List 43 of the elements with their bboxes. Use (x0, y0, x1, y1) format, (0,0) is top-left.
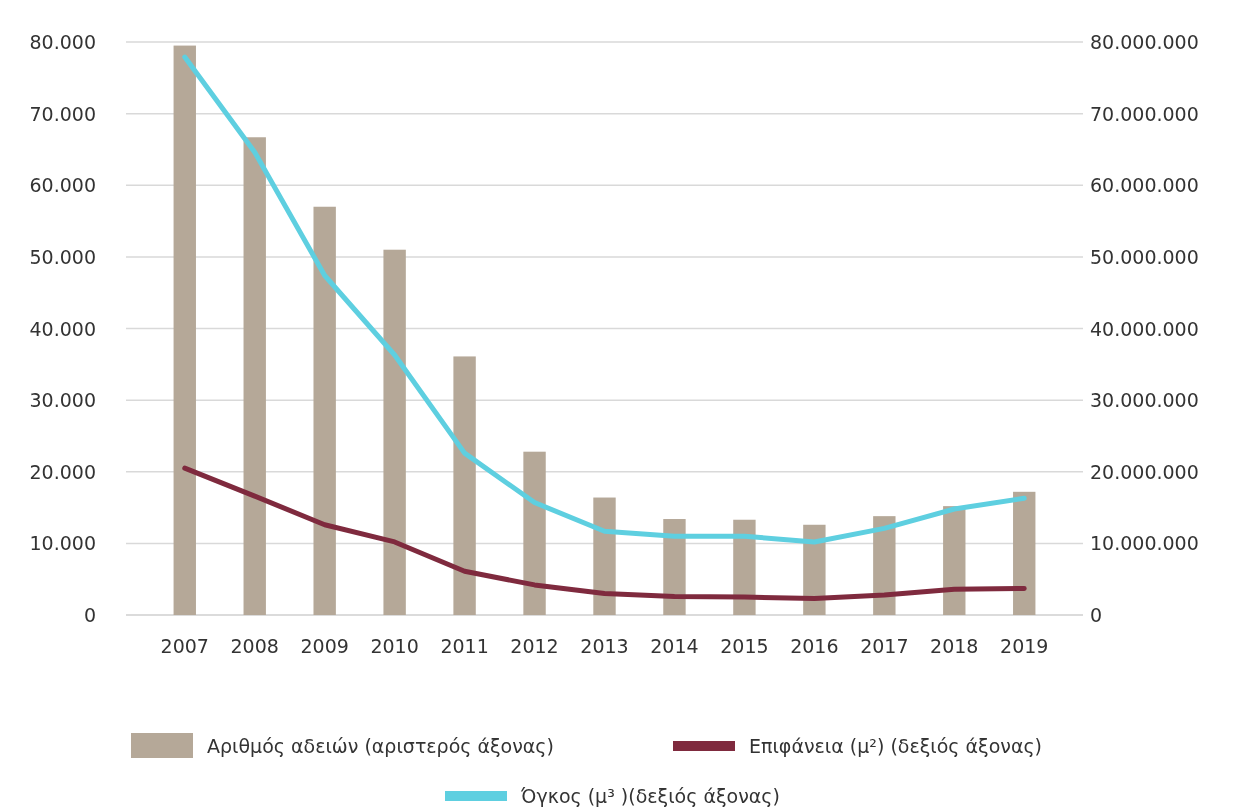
bar (173, 45, 196, 615)
y2-tick-label: 40.000.000 (1090, 317, 1199, 340)
x-tick-label: 2018 (930, 635, 979, 657)
bar (663, 519, 686, 615)
y-tick-label: 80.000 (29, 31, 96, 53)
bar (1013, 491, 1036, 615)
bar (453, 356, 476, 615)
bar (383, 249, 406, 615)
bar (243, 137, 266, 615)
x-tick-label: 2010 (370, 635, 419, 657)
y2-tick-label: 60.000.000 (1090, 174, 1199, 197)
y2-tick-label: 70.000.000 (1090, 102, 1199, 125)
bar (593, 497, 616, 615)
x-tick-label: 2017 (860, 635, 909, 657)
y-tick-label: 0 (83, 604, 96, 626)
x-tick-label: 2012 (510, 635, 559, 657)
x-tick-label: 2013 (580, 635, 629, 657)
bar (313, 206, 336, 615)
y2-tick-label: 80.000.000 (1090, 31, 1199, 53)
y-tick-label: 60.000 (29, 174, 96, 197)
x-tick-label: 2015 (720, 635, 769, 657)
x-tick-label: 2014 (650, 635, 699, 657)
legend-label: Αριθμός αδειών (αριστερός άξονας) (207, 735, 554, 757)
x-tick-label: 2008 (230, 635, 279, 657)
legend-label: Όγκος (μ³ )(δεξιός άξονας) (520, 785, 780, 807)
legend-label: Επιφάνεια (μ²) (δεξιός άξονας) (749, 735, 1042, 757)
y2-tick-label: 0 (1090, 604, 1103, 626)
x-tick-label: 2016 (790, 635, 839, 657)
y2-tick-label: 20.000.000 (1090, 460, 1199, 483)
x-tick-label: 2009 (300, 635, 349, 657)
y-tick-label: 40.000 (29, 317, 96, 340)
bar (523, 451, 546, 615)
y-tick-label: 30.000 (29, 389, 96, 412)
y2-tick-label: 10.000.000 (1090, 532, 1199, 555)
x-tick-label: 2019 (1000, 635, 1049, 657)
y-tick-label: 10.000 (29, 532, 96, 555)
x-tick-label: 2007 (160, 635, 209, 657)
y2-tick-label: 50.000.000 (1090, 245, 1199, 268)
y-tick-label: 50.000 (29, 245, 96, 268)
y-tick-label: 70.000 (29, 102, 96, 125)
y-tick-label: 20.000 (29, 460, 96, 483)
x-tick-label: 2011 (440, 635, 489, 657)
y2-tick-label: 30.000.000 (1090, 389, 1199, 412)
